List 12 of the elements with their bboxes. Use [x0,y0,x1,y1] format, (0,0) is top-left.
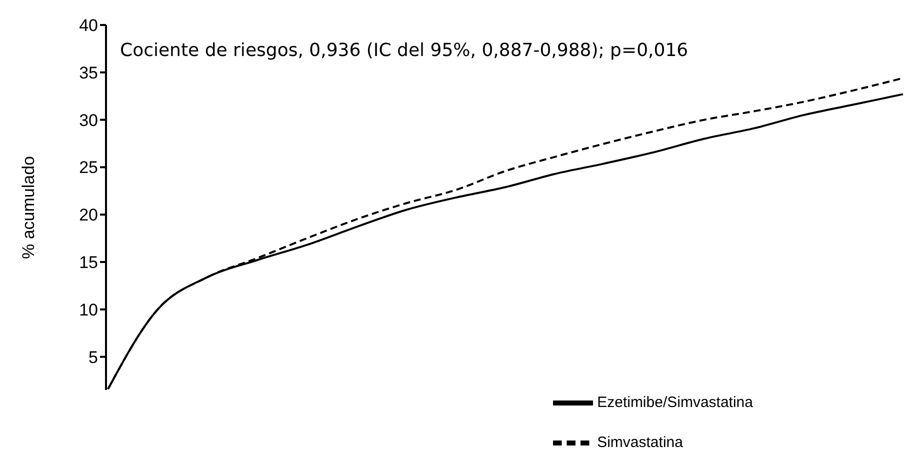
y-tick-label: 40 [79,16,98,36]
y-tick-label: 25 [79,158,98,178]
y-tick-label: 35 [79,63,98,82]
y-axis-title: % acumulado [19,156,38,260]
annotation: Cociente de riesgos, 0,936 (IC del 95%, 0,887-0,988); p=0,016 [120,40,688,61]
y-tick-label: 15 [79,253,98,272]
y-tick-label: 30 [79,110,98,130]
y-tick-label: 10 [79,300,98,320]
y-tick-label: 5 [88,348,98,367]
legend-label: Simvastatina [597,434,683,452]
y-tick-label: 20 [79,206,98,225]
legend-label: Ezetimibe/Simvastatina [597,394,753,412]
